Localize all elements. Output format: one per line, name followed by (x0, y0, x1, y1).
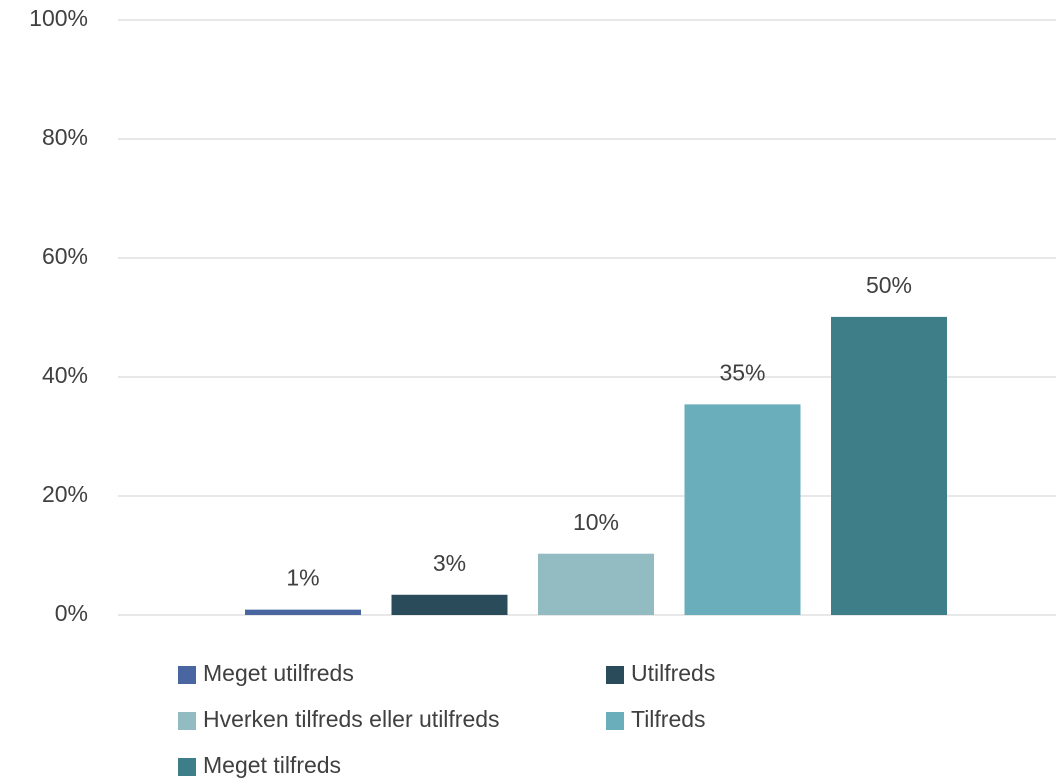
legend-label: Meget tilfreds (203, 752, 341, 778)
bar (245, 609, 361, 615)
legend-swatch (178, 666, 196, 684)
legend-label: Tilfreds (631, 706, 706, 732)
data-label: 3% (433, 550, 466, 576)
y-tick-label: 20% (42, 481, 88, 507)
legend-swatch (178, 758, 196, 776)
legend-label: Hverken tilfreds eller utilfreds (203, 706, 500, 732)
legend-label: Utilfreds (631, 660, 715, 686)
legend-swatch (178, 712, 196, 730)
y-tick-label: 40% (42, 362, 88, 388)
legend-swatch (606, 712, 624, 730)
bar (684, 404, 801, 615)
y-tick-label: 100% (29, 5, 88, 31)
bar (391, 594, 508, 615)
data-label: 1% (286, 565, 319, 591)
bar (831, 316, 947, 615)
data-label: 10% (573, 509, 619, 535)
y-tick-label: 80% (42, 124, 88, 150)
legend-swatch (606, 666, 624, 684)
y-tick-label: 0% (55, 600, 88, 626)
bar (538, 553, 654, 615)
legend-label: Meget utilfreds (203, 660, 354, 686)
data-label: 50% (866, 272, 912, 298)
data-label: 35% (719, 359, 765, 385)
y-tick-label: 60% (42, 243, 88, 269)
